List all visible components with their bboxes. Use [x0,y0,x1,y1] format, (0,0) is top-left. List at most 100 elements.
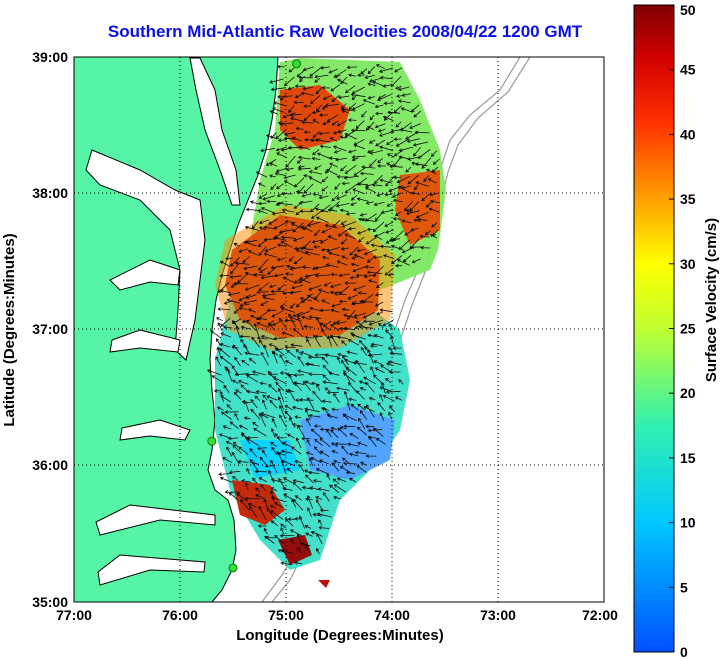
velocity-arrow [274,534,285,545]
velocity-arrow [336,356,341,364]
velocity-arrow [297,424,305,438]
velocity-arrow [282,291,295,295]
velocity-arrow [318,459,329,465]
velocity-arrow [321,176,329,183]
velocity-arrow [350,194,358,201]
velocity-arrow [316,512,332,518]
velocity-arrow [257,524,267,528]
velocity-arrow [272,107,285,113]
velocity-arrow [389,405,395,413]
velocity-arrow [355,359,365,374]
velocity-arrow [328,68,338,74]
velocity-arrow [226,446,233,457]
velocity-arrow [280,307,296,313]
velocity-arrow [315,86,323,95]
velocity-arrow [300,225,313,233]
velocity-arrow [360,346,367,356]
velocity-arrow [379,386,392,392]
velocity-arrow [373,334,384,339]
velocity-arrow [248,505,258,518]
velocity-arrow [350,202,357,206]
velocity-arrow [398,146,414,152]
velocity-arrow [361,165,376,170]
velocity-arrow [348,73,356,77]
velocity-arrow [286,349,297,358]
velocity-arrow [273,336,286,341]
velocity-arrow [350,403,359,411]
velocity-arrow [359,171,375,176]
velocity-arrow [363,319,375,324]
velocity-arrow [421,157,432,169]
velocity-arrow [330,426,338,431]
velocity-arrow [302,66,314,72]
velocity-arrow [368,319,384,326]
velocity-arrow [308,413,321,418]
velocity-arrow [336,335,349,340]
velocity-arrow [270,459,278,474]
velocity-arrow [395,263,403,268]
velocity-arrow [271,418,277,428]
velocity-arrow [319,438,331,448]
velocity-arrow [371,183,383,187]
velocity-arrow [410,227,419,232]
velocity-arrow [397,86,410,91]
velocity-arrow [326,413,339,419]
velocity-patch-outlier [318,580,330,588]
velocity-arrow [414,130,430,135]
colorbar-tick-label: 40 [680,126,696,142]
velocity-arrow [411,258,421,264]
velocity-arrow [400,107,413,113]
velocity-arrow [219,348,231,358]
velocity-arrow [278,477,287,491]
velocity-arrow [395,121,402,128]
velocity-arrow [220,332,232,338]
velocity-arrow [280,523,287,529]
velocity-arrow [346,401,351,411]
velocity-arrow [390,335,395,349]
velocity-arrow [243,299,257,305]
velocity-arrow [280,459,286,474]
colorbar-tick-label: 50 [680,2,696,18]
velocity-arrow [314,164,322,170]
velocity-arrow [339,208,349,213]
velocity-arrow [269,78,284,84]
velocity-arrow [387,360,402,366]
velocity-arrow [374,301,384,307]
velocity-arrow [237,459,249,464]
velocity-arrow [328,371,340,376]
velocity-arrow [321,399,332,404]
velocity-arrow [265,134,277,139]
velocity-arrow [300,91,314,96]
velocity-arrow [301,315,311,320]
velocity-arrow [218,282,230,293]
velocity-arrow [255,487,261,493]
velocity-arrow [299,246,314,251]
y-tick-label: 36:00 [32,457,68,473]
velocity-arrow [270,487,278,492]
velocity-arrow [316,499,324,511]
velocity-arrow [379,412,385,421]
velocity-arrow [315,216,329,224]
velocity-arrow [346,65,357,70]
graticule [74,57,604,602]
velocity-arrow [413,147,421,157]
velocity-arrow [388,370,401,374]
velocity-arrow [343,424,356,429]
velocity-arrow [353,253,365,260]
velocity-arrow [328,251,340,257]
velocity-arrow [373,235,383,241]
velocity-arrow [277,243,287,248]
velocity-arrow [298,515,306,529]
velocity-arrow [428,207,440,213]
velocity-arrow [258,412,267,427]
velocity-arrow [336,174,349,179]
velocity-arrow [361,217,377,222]
velocity-arrow [367,95,375,100]
velocity-arrow [238,248,249,253]
velocity-arrow [206,369,222,376]
velocity-arrow [341,181,350,186]
velocity-arrow [343,390,349,402]
velocity-arrow [314,438,323,446]
velocity-arrow [210,330,222,339]
velocity-arrow [332,145,347,152]
